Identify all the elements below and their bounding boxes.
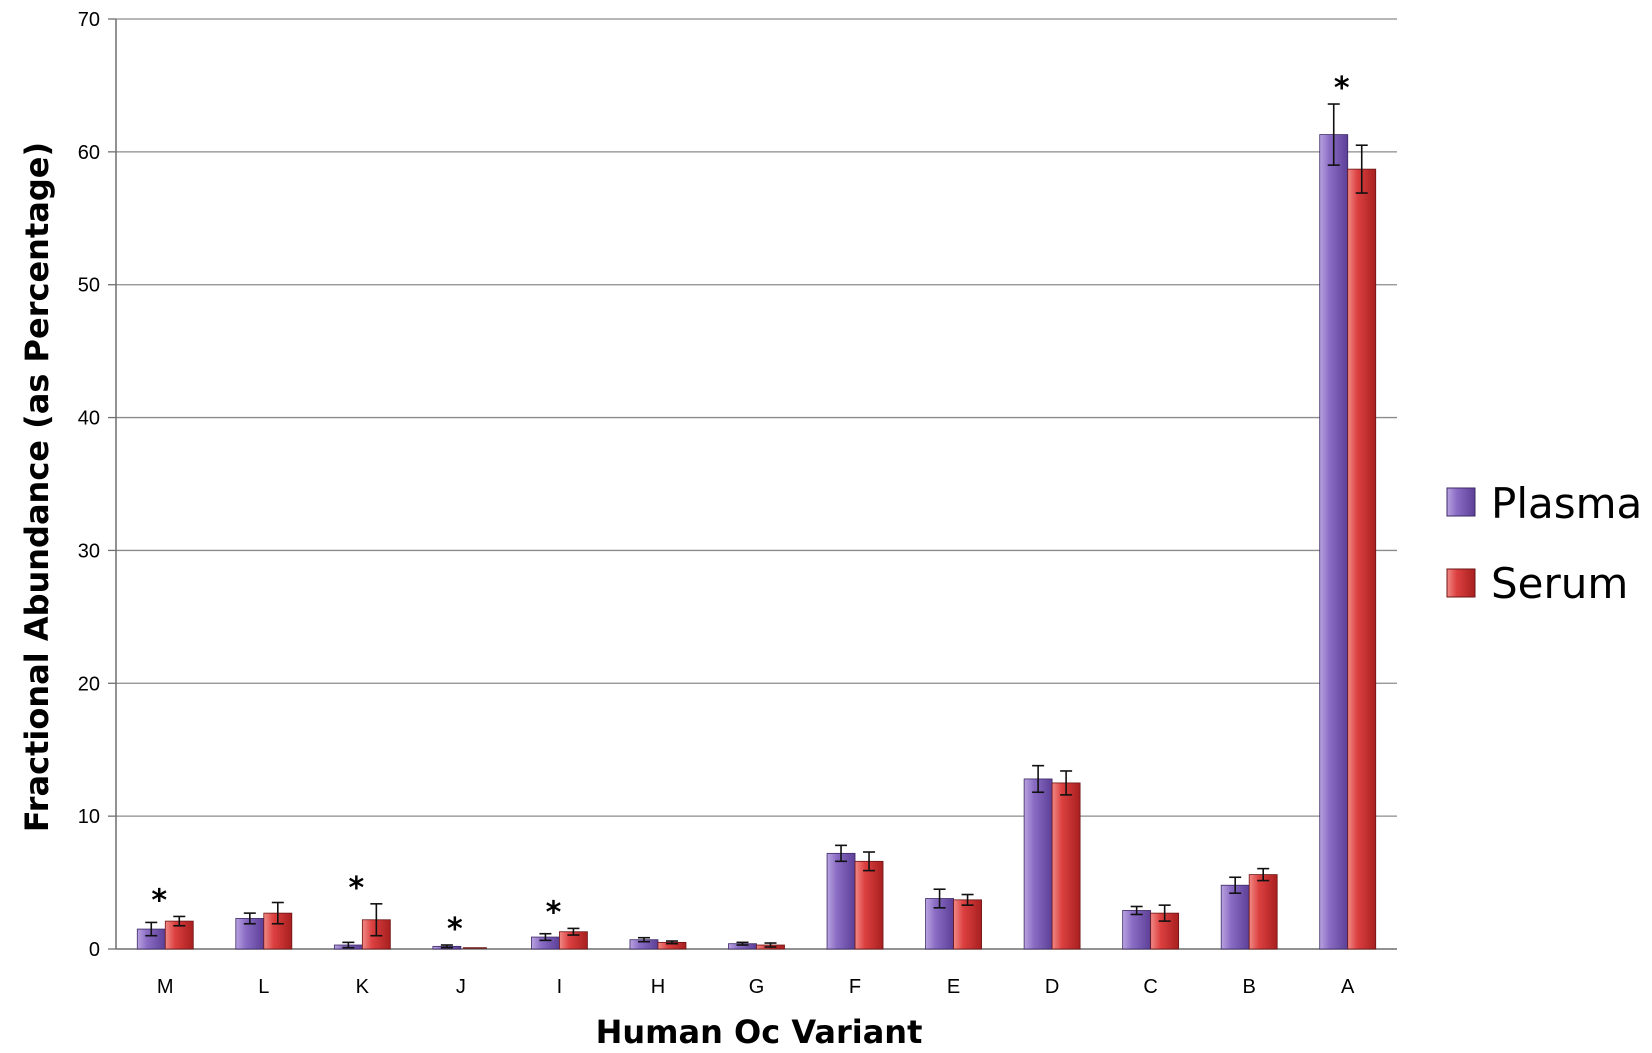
significance-markers: * * * * * (151, 71, 1349, 947)
bar-serum-D (1051, 782, 1081, 950)
bar-plasma-B (1220, 884, 1250, 950)
x-tick-label: M (157, 976, 174, 998)
error-bar (145, 921, 158, 937)
error-bar (271, 901, 284, 925)
bar-plasma-A (1319, 134, 1349, 950)
error-bar (637, 936, 650, 943)
y-tick-label: 30 (78, 540, 100, 562)
significance-star: * (348, 871, 364, 906)
bar-serum-F (854, 860, 884, 950)
error-bar (835, 844, 848, 863)
x-tick-label: K (356, 976, 370, 998)
error-bar (370, 903, 383, 937)
error-bar (961, 893, 974, 906)
y-tick-label: 70 (78, 9, 100, 31)
error-bar (1158, 904, 1171, 922)
error-bars (145, 103, 1368, 949)
significance-star: * (151, 883, 167, 918)
x-axis-title: Human Oc Variant (596, 1013, 923, 1051)
error-bar (243, 912, 256, 925)
bar-plasma-F (826, 852, 856, 950)
error-bar (1327, 103, 1340, 166)
bar-serum-A (1347, 168, 1377, 950)
legend-label-plasma: Plasma (1491, 479, 1642, 528)
gridlines (108, 18, 1397, 950)
x-tick-label: D (1045, 976, 1059, 998)
x-tick-label: J (456, 976, 466, 998)
y-tick-label: 20 (78, 673, 100, 695)
x-tick-label: A (1341, 976, 1355, 998)
x-tick-label: G (749, 976, 765, 998)
x-tick-label: I (557, 976, 563, 998)
error-bar (342, 941, 355, 949)
significance-star: * (447, 912, 463, 947)
error-bar (1130, 905, 1143, 916)
x-tick-label: H (651, 976, 665, 998)
y-tick-label: 40 (78, 408, 100, 430)
error-bar (933, 888, 946, 909)
error-bar (1032, 764, 1045, 794)
x-tick-label: B (1243, 976, 1256, 998)
bars (136, 134, 1377, 950)
error-bar (567, 927, 580, 936)
error-bar (1355, 144, 1368, 194)
error-bar (736, 941, 749, 946)
error-bar (863, 851, 876, 872)
y-tick-labels: 0 10 20 30 40 50 60 70 (78, 9, 100, 961)
significance-star: * (1334, 71, 1350, 106)
legend-label-serum: Serum (1491, 559, 1628, 608)
error-bar (173, 915, 186, 927)
x-tick-label: F (849, 976, 861, 998)
error-bar (665, 940, 678, 945)
significance-star: * (546, 895, 562, 930)
bar-serum-E (953, 899, 982, 950)
x-tick-label: C (1143, 976, 1157, 998)
error-bar (764, 942, 777, 948)
y-tick-label: 60 (78, 142, 100, 164)
y-tick-label: 0 (89, 939, 100, 961)
error-bar (440, 944, 453, 949)
x-tick-label: L (258, 976, 269, 998)
y-tick-label: 50 (78, 275, 100, 297)
error-bar (1257, 867, 1270, 882)
x-tick-label: E (947, 976, 960, 998)
error-bar (1060, 770, 1073, 796)
legend-swatch-plasma (1446, 487, 1476, 517)
error-bar (1229, 876, 1242, 895)
y-tick-label: 10 (78, 806, 100, 828)
legend: Plasma Serum (1446, 479, 1642, 608)
bar-plasma-C (1122, 910, 1152, 950)
bar-plasma-D (1023, 778, 1053, 950)
axes (115, 19, 1397, 950)
error-bar (539, 932, 552, 942)
y-axis-title: Fractional Abundance (as Percentage) (18, 142, 56, 832)
legend-swatch-serum (1446, 568, 1476, 598)
bar-serum-B (1248, 874, 1278, 950)
